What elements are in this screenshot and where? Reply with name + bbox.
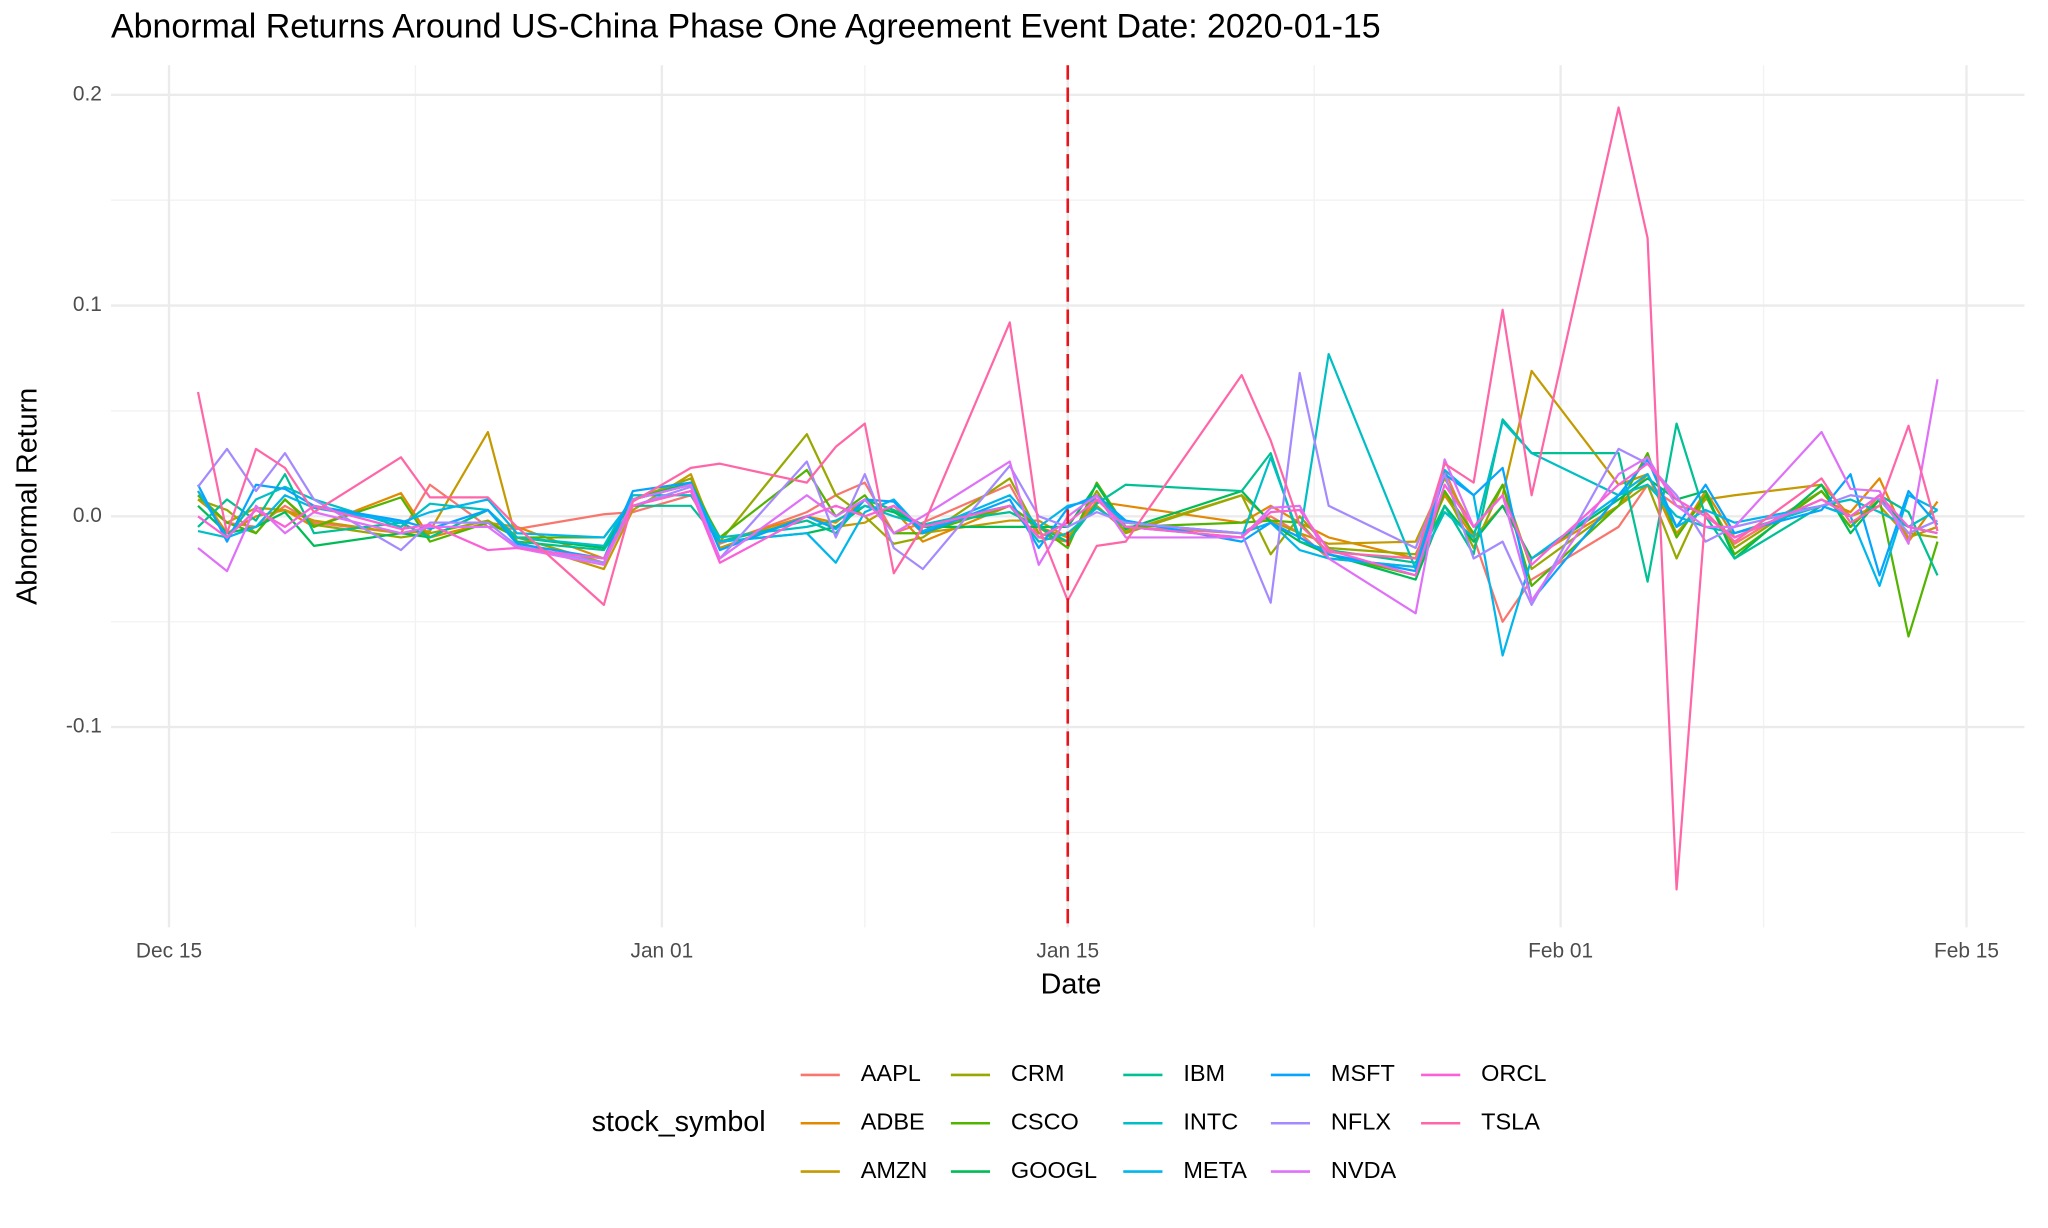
legend-label: NFLX <box>1331 1108 1391 1134</box>
y-axis-label: Abnormal Return <box>11 388 43 605</box>
legend-label: NVDA <box>1331 1157 1397 1183</box>
legend-label: AMZN <box>861 1157 928 1183</box>
y-tick-label: -0.1 <box>66 715 102 738</box>
x-tick-label: Feb 15 <box>1934 940 1999 963</box>
x-tick-label: Jan 01 <box>631 940 694 963</box>
x-tick-label: Feb 01 <box>1528 940 1593 963</box>
legend-label: TSLA <box>1481 1108 1540 1134</box>
y-tick-label: 0.0 <box>73 504 102 527</box>
legend-label: ORCL <box>1481 1060 1546 1086</box>
y-tick-label: 0.1 <box>73 293 102 316</box>
series-line <box>197 379 1939 615</box>
legend-label: ADBE <box>861 1108 925 1134</box>
legend-label: GOOGL <box>1011 1157 1097 1183</box>
series-line <box>197 418 1939 583</box>
legend-label: INTC <box>1183 1108 1238 1134</box>
legend-label: IBM <box>1183 1060 1225 1086</box>
y-tick-label: 0.2 <box>73 82 102 105</box>
legend-label: MSFT <box>1331 1060 1395 1086</box>
legend-label: CRM <box>1011 1060 1065 1086</box>
series-line <box>197 458 1939 602</box>
x-tick-label: Dec 15 <box>136 940 202 963</box>
x-tick-label: Jan 15 <box>1036 940 1099 963</box>
legend-label: META <box>1183 1157 1247 1183</box>
legend-label: AAPL <box>861 1060 921 1086</box>
legend-label: CSCO <box>1011 1108 1079 1134</box>
legend-title: stock_symbol <box>592 1106 766 1138</box>
series-line <box>197 462 1938 577</box>
x-axis-label: Date <box>1041 969 1102 1001</box>
chart-title: Abnormal Returns Around US-China Phase O… <box>111 8 1381 46</box>
series-line <box>196 106 1939 891</box>
